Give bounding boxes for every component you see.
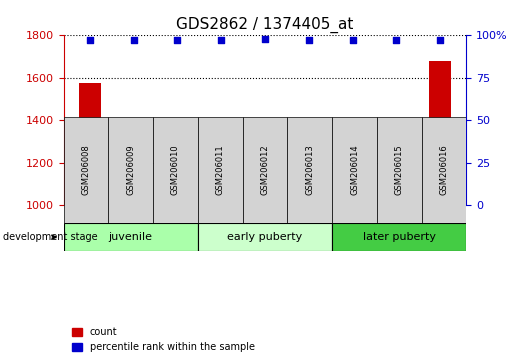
Text: GSM206015: GSM206015 (395, 144, 404, 195)
FancyBboxPatch shape (198, 223, 332, 251)
Point (261, 36, 269, 42)
FancyBboxPatch shape (287, 117, 332, 223)
Text: later puberty: later puberty (363, 232, 436, 242)
Text: GSM206009: GSM206009 (126, 144, 135, 195)
Text: GSM206016: GSM206016 (439, 144, 448, 195)
FancyBboxPatch shape (153, 117, 198, 223)
Text: GSM206010: GSM206010 (171, 144, 180, 195)
Bar (210, 139, 232, 205)
Bar (298, 172, 320, 205)
FancyBboxPatch shape (64, 223, 198, 251)
FancyBboxPatch shape (198, 117, 243, 223)
Bar (254, 146, 276, 205)
Point (436, 38, 444, 43)
Bar (166, 132, 188, 205)
Legend: count, percentile rank within the sample: count, percentile rank within the sample (68, 324, 259, 354)
Bar (79, 83, 101, 205)
Text: GSM206011: GSM206011 (216, 144, 225, 195)
FancyBboxPatch shape (243, 117, 287, 223)
Point (305, 38, 313, 43)
Point (217, 38, 225, 43)
Text: GSM206013: GSM206013 (305, 144, 314, 195)
Text: early puberty: early puberty (227, 232, 303, 242)
Text: development stage: development stage (3, 232, 98, 242)
FancyBboxPatch shape (64, 117, 108, 223)
FancyBboxPatch shape (332, 223, 466, 251)
Bar (385, 138, 407, 205)
Point (129, 38, 138, 43)
Point (86, 38, 94, 43)
FancyBboxPatch shape (108, 117, 153, 223)
Point (348, 38, 357, 43)
FancyBboxPatch shape (377, 117, 422, 223)
Text: GSM206014: GSM206014 (350, 144, 359, 195)
FancyBboxPatch shape (422, 117, 466, 223)
Text: GSM206012: GSM206012 (261, 144, 269, 195)
Bar (342, 141, 364, 205)
Text: juvenile: juvenile (109, 232, 153, 242)
Point (392, 38, 401, 43)
Title: GDS2862 / 1374405_at: GDS2862 / 1374405_at (176, 16, 354, 33)
Point (173, 38, 182, 43)
Bar (123, 122, 145, 205)
Text: GSM206008: GSM206008 (82, 144, 91, 195)
FancyBboxPatch shape (332, 117, 377, 223)
Bar (429, 61, 451, 205)
